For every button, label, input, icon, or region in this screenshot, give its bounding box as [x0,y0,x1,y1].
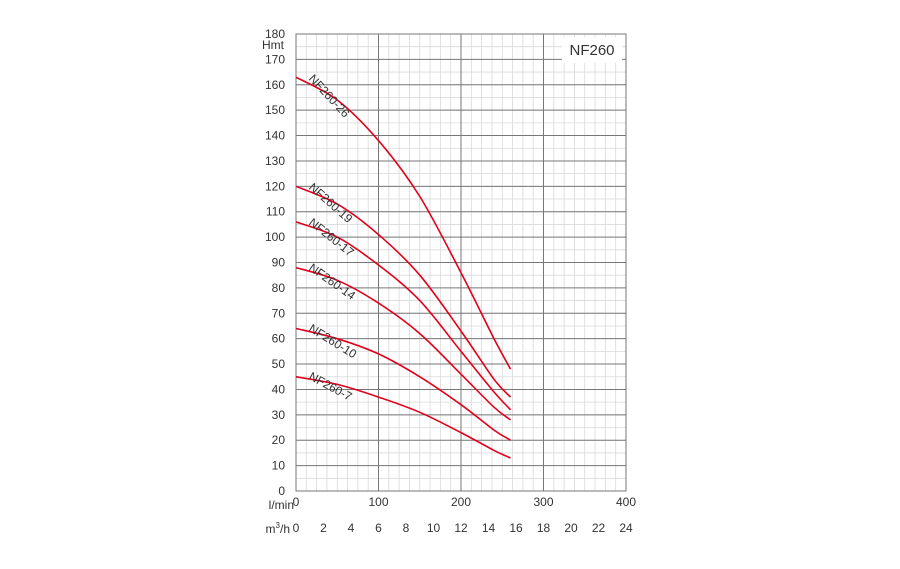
curve-label: NF260-10 [306,321,359,361]
x-tick-label: 100 [368,495,388,509]
pump-curve [295,185,512,398]
y-tick-label: 50 [272,357,286,371]
curve-label: NF260-26 [306,72,353,121]
pump-curve [295,327,511,441]
x-tick-label: 400 [616,495,636,509]
y-axis-label: Hmt [262,38,285,52]
y-tick-label: 60 [272,332,286,346]
y-tick-label: 70 [272,306,286,320]
y-tick-label: 120 [265,179,285,193]
x-tick-label: 0 [293,495,300,509]
y-tick-label: 30 [272,408,286,422]
y-tick-label: 140 [265,129,285,143]
x-tick-labels-m3h: 0 2 4 6 8 10 12 14 16 18 20 22 24 [293,521,633,535]
y-tick-label: 160 [265,78,285,92]
x2-tick-label: 24 [619,521,633,535]
x2-tick-label: 20 [564,521,578,535]
y-tick-label: 10 [272,459,286,473]
x2-tick-label: 18 [537,521,551,535]
chart-title: NF260 [569,42,614,59]
y-tick-label: 100 [265,230,285,244]
pump-curve [295,376,511,459]
x2-label-sup: 3 [276,521,281,530]
x2-tick-label: 10 [427,521,441,535]
x-tick-label: 200 [451,495,471,509]
x2-label-base: m [266,522,276,536]
curve-label: NF260-14 [306,261,358,303]
y-tick-label: 40 [272,382,286,396]
x2-tick-label: 2 [320,521,327,535]
pump-curve [295,221,512,411]
x2-tick-label: 14 [482,521,496,535]
y-tick-label: 180 [265,27,285,41]
x-tick-label: 300 [533,495,553,509]
pump-curve [295,76,512,370]
x2-label-tail: /h [280,522,290,536]
x2-tick-label: 16 [509,521,523,535]
x2-tick-label: 0 [293,521,300,535]
y-tick-labels: 0 10 20 30 40 50 60 70 80 90 100 110 120 130 140 150 160… [265,27,285,498]
curve-labels: NF260-26NF260-19NF260-17NF260-14NF260-10… [306,72,360,404]
x2-tick-label: 4 [348,521,355,535]
y-tick-label: 170 [265,52,285,66]
x2-tick-label: 12 [454,521,468,535]
y-tick-label: 150 [265,103,285,117]
y-tick-label: 110 [266,205,285,219]
x2-tick-label: 22 [592,521,606,535]
pump-curves [295,76,512,459]
pump-curve [295,266,511,421]
y-tick-label: 80 [272,281,286,295]
model-label-box: NF260 [562,37,622,63]
x2-tick-label: 6 [375,521,382,535]
x-axis-label-m3h: m3/h [266,521,290,536]
x-axis-label-lmin: l/min [269,498,294,512]
model-label-background [562,37,622,63]
y-tick-label: 130 [265,154,285,168]
x2-tick-label: 8 [403,521,410,535]
y-tick-label: 0 [278,484,285,498]
y-tick-label: 90 [272,256,286,270]
y-tick-label: 20 [272,433,286,447]
x-tick-labels-lmin: 0 100 200 300 400 [293,495,637,509]
plot-frame [295,33,627,492]
